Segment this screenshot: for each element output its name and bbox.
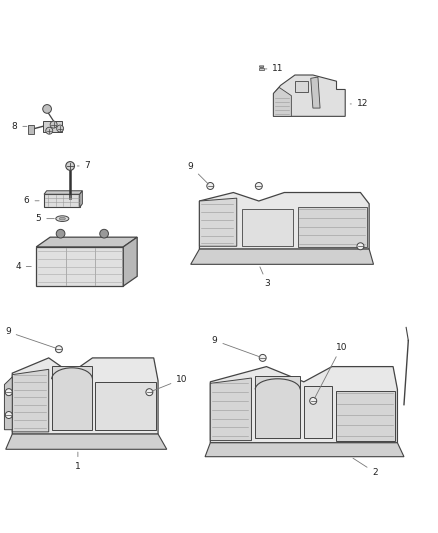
Polygon shape xyxy=(210,367,397,443)
Circle shape xyxy=(310,398,317,405)
Polygon shape xyxy=(255,376,300,439)
Polygon shape xyxy=(259,68,264,70)
Polygon shape xyxy=(36,247,123,286)
Text: 3: 3 xyxy=(260,267,270,288)
Text: 10: 10 xyxy=(152,375,188,391)
Polygon shape xyxy=(295,81,308,92)
Text: 5: 5 xyxy=(35,214,54,223)
Text: 2: 2 xyxy=(353,458,378,477)
Ellipse shape xyxy=(56,216,69,221)
Text: 11: 11 xyxy=(265,64,284,74)
Polygon shape xyxy=(259,66,264,68)
Circle shape xyxy=(57,125,64,132)
Ellipse shape xyxy=(59,217,65,220)
Polygon shape xyxy=(210,378,251,441)
Polygon shape xyxy=(205,443,404,457)
Circle shape xyxy=(207,182,214,189)
Circle shape xyxy=(46,127,53,134)
Circle shape xyxy=(259,354,266,361)
Polygon shape xyxy=(44,194,80,207)
Circle shape xyxy=(357,243,364,250)
Polygon shape xyxy=(12,358,158,434)
Text: 9: 9 xyxy=(188,162,208,184)
Circle shape xyxy=(255,182,262,189)
Polygon shape xyxy=(12,369,49,432)
Circle shape xyxy=(43,104,51,114)
Circle shape xyxy=(56,346,62,353)
Text: 9: 9 xyxy=(212,336,260,357)
Text: 10: 10 xyxy=(314,343,347,398)
Polygon shape xyxy=(95,382,156,430)
Polygon shape xyxy=(304,386,332,439)
Polygon shape xyxy=(43,121,62,132)
Circle shape xyxy=(100,229,109,238)
Polygon shape xyxy=(36,237,137,247)
Polygon shape xyxy=(123,237,137,286)
Text: 7: 7 xyxy=(77,161,90,171)
Polygon shape xyxy=(199,198,237,246)
Circle shape xyxy=(5,389,12,395)
Polygon shape xyxy=(28,125,34,134)
Text: 12: 12 xyxy=(350,100,368,108)
Polygon shape xyxy=(336,391,395,441)
Polygon shape xyxy=(273,87,291,116)
Circle shape xyxy=(146,389,153,395)
Polygon shape xyxy=(199,192,369,249)
Circle shape xyxy=(66,161,74,171)
Text: 8: 8 xyxy=(11,122,27,131)
Polygon shape xyxy=(6,434,167,449)
Polygon shape xyxy=(44,191,82,194)
Circle shape xyxy=(5,411,12,418)
Text: 1: 1 xyxy=(75,452,81,471)
Text: 9: 9 xyxy=(5,327,57,348)
Polygon shape xyxy=(4,377,12,430)
Circle shape xyxy=(56,229,65,238)
Polygon shape xyxy=(242,209,293,246)
Polygon shape xyxy=(80,191,82,207)
Text: 4: 4 xyxy=(15,262,31,271)
Text: 6: 6 xyxy=(24,196,39,205)
Polygon shape xyxy=(311,77,320,108)
Polygon shape xyxy=(191,249,374,264)
Circle shape xyxy=(50,121,57,128)
Polygon shape xyxy=(273,75,345,116)
Polygon shape xyxy=(52,366,92,430)
Polygon shape xyxy=(298,207,367,247)
